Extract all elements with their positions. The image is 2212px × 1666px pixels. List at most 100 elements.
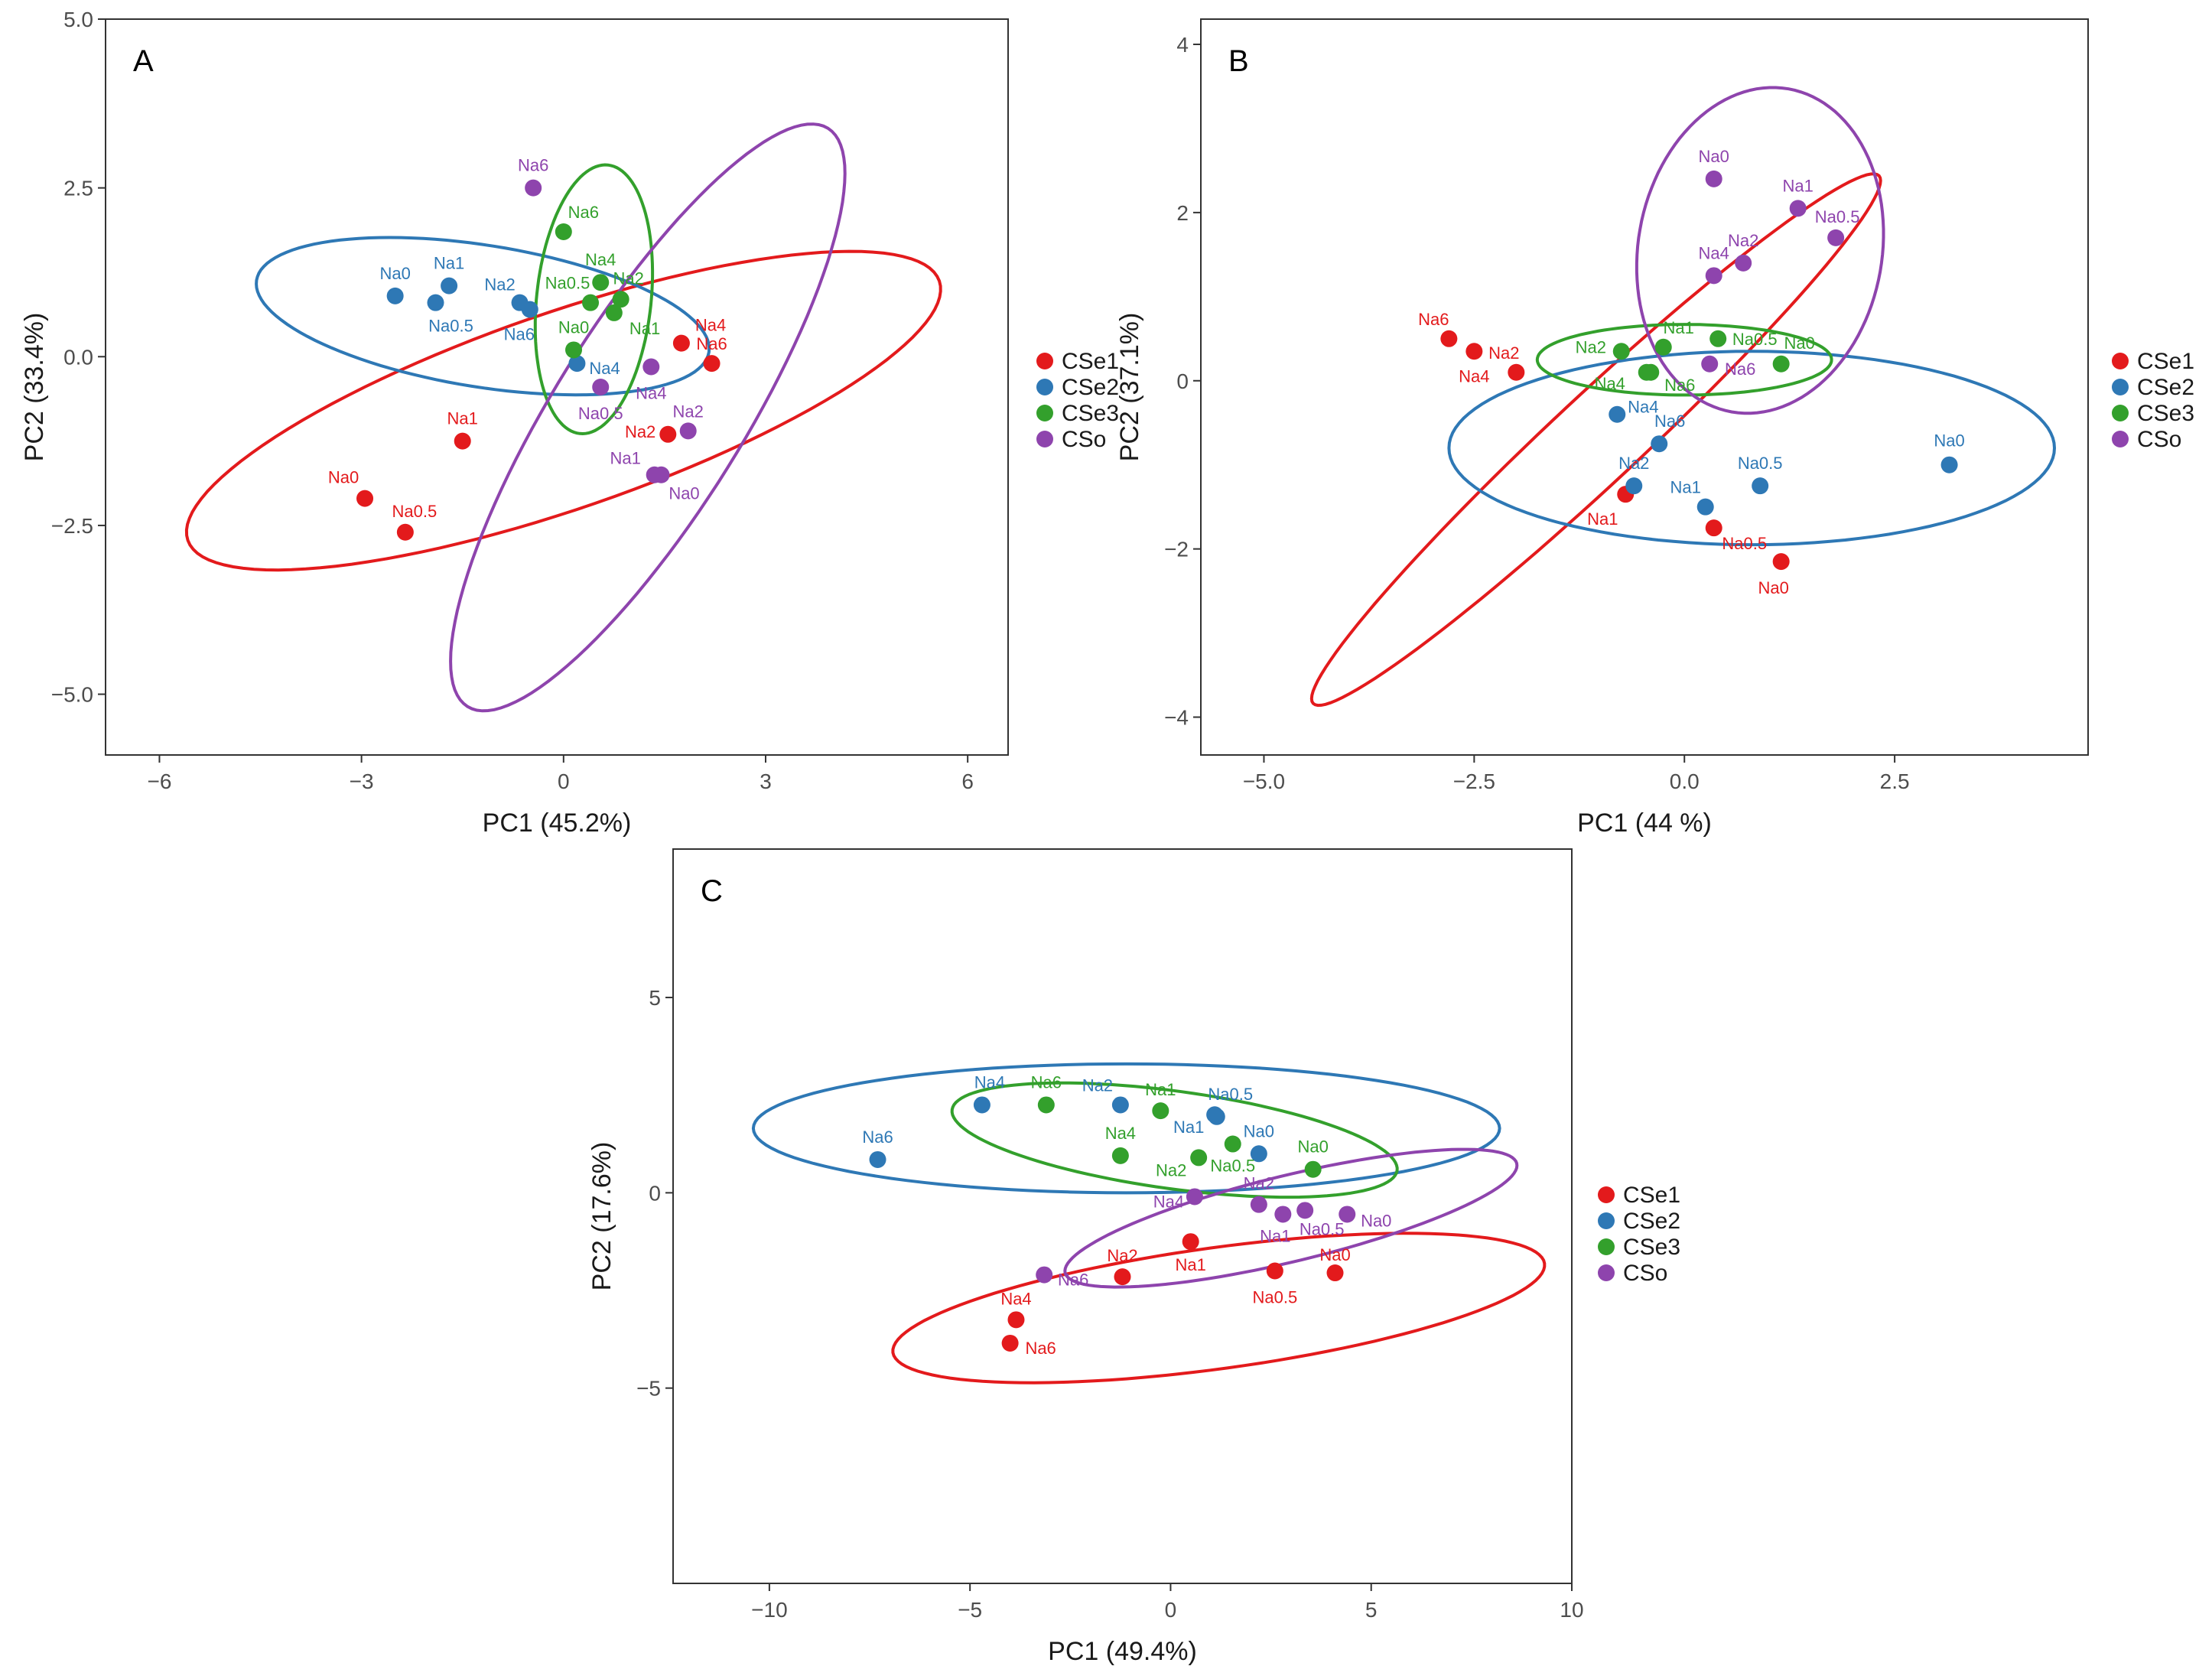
x-tick-label: −5 bbox=[958, 1598, 982, 1622]
y-tick-label: 2 bbox=[1176, 201, 1189, 225]
data-point bbox=[1036, 1266, 1053, 1284]
x-axis-title: PC1 (44 %) bbox=[1577, 809, 1712, 838]
data-point bbox=[1940, 456, 1958, 473]
x-tick-label: 2.5 bbox=[1880, 770, 1910, 793]
data-point bbox=[1111, 1096, 1129, 1114]
point-label: Na6 bbox=[1725, 360, 1755, 379]
ellipse-cse1 bbox=[184, 249, 942, 572]
x-tick-label: 3 bbox=[760, 770, 772, 793]
data-point bbox=[396, 523, 414, 541]
data-point bbox=[1250, 1145, 1267, 1163]
plot-area: Na6Na4Na2Na1Na0.5Na0Na4Na6Na2Na1Na0.5Na0… bbox=[1309, 86, 2057, 708]
legend-key-cso bbox=[1036, 431, 1053, 447]
point-label: Na4 bbox=[1628, 398, 1658, 417]
data-point bbox=[1296, 1202, 1314, 1219]
point-label: Na1 bbox=[434, 254, 464, 273]
data-point bbox=[1339, 1206, 1356, 1223]
data-point bbox=[1642, 363, 1660, 381]
legend-key-cso bbox=[1598, 1264, 1615, 1281]
point-label: Na1 bbox=[629, 319, 660, 338]
legend-key-cse2 bbox=[2112, 379, 2129, 395]
point-label: Na2 bbox=[625, 422, 655, 441]
x-tick-label: 0 bbox=[558, 770, 570, 793]
data-point bbox=[1701, 355, 1719, 373]
data-point bbox=[1274, 1206, 1292, 1223]
legend-key-cse1 bbox=[2112, 353, 2129, 369]
ellipse-cse3 bbox=[1535, 323, 1833, 397]
point-label: Na1 bbox=[610, 449, 641, 468]
data-point bbox=[672, 334, 690, 352]
data-point bbox=[1709, 330, 1727, 347]
point-label: Na1 bbox=[447, 409, 478, 428]
point-label: Na0.5 bbox=[1300, 1219, 1345, 1238]
point-label: Na0.5 bbox=[1738, 454, 1783, 473]
series-cse2: Na0 Na1 Na0.5 Na2 Na6 Na4 bbox=[379, 254, 620, 378]
point-label: Na0 bbox=[379, 264, 410, 283]
point-label: Na0.5 bbox=[1815, 207, 1860, 226]
ellipse-cse3 bbox=[533, 163, 655, 436]
data-point bbox=[1152, 1102, 1169, 1120]
point-label: Na0.5 bbox=[1732, 330, 1778, 349]
point-label: Na4 bbox=[585, 250, 616, 269]
legend-label: CSe1 bbox=[1062, 349, 1119, 374]
data-point bbox=[1186, 1188, 1203, 1206]
y-axis-title: PC2 (17.6%) bbox=[587, 1142, 616, 1291]
point-label: Na4 bbox=[1699, 243, 1729, 262]
point-label: Na1 bbox=[1782, 176, 1813, 195]
data-point bbox=[1772, 553, 1790, 571]
data-point bbox=[1304, 1160, 1322, 1178]
point-label: Na0.5 bbox=[1208, 1085, 1253, 1104]
data-point bbox=[1612, 343, 1630, 360]
data-point bbox=[679, 422, 697, 440]
point-label: Na0 bbox=[1784, 334, 1814, 353]
point-label: Na0 bbox=[1244, 1121, 1274, 1140]
point-label: Na4 bbox=[589, 359, 620, 378]
point-label: Na0.5 bbox=[1722, 534, 1767, 553]
data-point bbox=[1037, 1096, 1055, 1114]
data-point bbox=[1465, 343, 1483, 360]
y-tick-label: −5.0 bbox=[51, 683, 93, 707]
point-label: Na4 bbox=[1459, 366, 1489, 386]
point-label: Na0 bbox=[1934, 431, 1964, 451]
x-tick-label: −5.0 bbox=[1243, 770, 1285, 793]
x-tick-label: 6 bbox=[961, 770, 974, 793]
legend-label: CSo bbox=[2137, 427, 2181, 452]
data-point bbox=[612, 291, 629, 308]
point-label: Na1 bbox=[1145, 1080, 1176, 1099]
legend-key-cse3 bbox=[1598, 1238, 1615, 1255]
data-point bbox=[356, 490, 374, 507]
ellipse-cso bbox=[1635, 86, 1885, 415]
ellipse-cse3 bbox=[950, 1081, 1399, 1199]
legend-key-cse1 bbox=[1598, 1186, 1615, 1203]
point-label: Na0 bbox=[1297, 1137, 1328, 1157]
x-tick-label: −2.5 bbox=[1453, 770, 1495, 793]
data-point bbox=[1206, 1106, 1224, 1124]
point-label: Na0.5 bbox=[545, 274, 590, 293]
x-tick-label: 5 bbox=[1365, 1598, 1378, 1622]
data-point bbox=[703, 355, 721, 373]
legend-label: CSe2 bbox=[1062, 375, 1119, 400]
data-point bbox=[1735, 254, 1752, 272]
point-label: Na6 bbox=[1025, 1339, 1056, 1358]
x-axis-title: PC1 (45.2%) bbox=[483, 809, 632, 838]
data-point bbox=[441, 277, 458, 294]
legend-label: CSe2 bbox=[2137, 375, 2194, 400]
point-label: Na0 bbox=[1699, 147, 1729, 166]
data-point bbox=[521, 301, 538, 318]
data-point bbox=[427, 294, 444, 311]
point-label: Na1 bbox=[1664, 318, 1694, 337]
legend-label: CSe1 bbox=[1623, 1183, 1680, 1208]
legend-label: CSe3 bbox=[1623, 1235, 1680, 1260]
data-point bbox=[568, 355, 586, 373]
plot-border bbox=[672, 848, 1573, 1584]
point-label: Na0.5 bbox=[578, 404, 623, 423]
y-tick-label: −5 bbox=[636, 1377, 661, 1401]
point-label: Na6 bbox=[568, 203, 599, 222]
